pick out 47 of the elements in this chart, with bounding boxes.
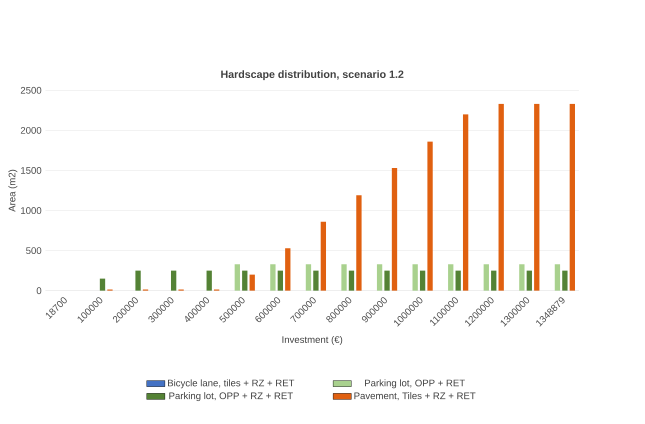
bar: [570, 104, 575, 291]
bar: [534, 104, 540, 291]
bar: [427, 142, 433, 291]
legend-label: Bicycle lane, tiles + RZ + RET: [168, 379, 294, 388]
bar: [135, 270, 141, 291]
bar: [206, 270, 212, 291]
bar: [456, 270, 461, 291]
bar: [376, 264, 382, 291]
bar: [491, 270, 496, 291]
bar: [498, 104, 504, 291]
chart-title: Hardscape distribution, scenario 1.2: [221, 70, 404, 80]
y-tick-label: 2000: [20, 127, 42, 134]
bar: [278, 270, 283, 291]
bar: [170, 270, 176, 291]
legend-label: Parking lot, OPP + RZ + RET: [169, 392, 293, 402]
bar: [313, 270, 319, 291]
y-tick-label: 500: [26, 247, 42, 254]
bar: [519, 264, 525, 291]
bar: [356, 195, 362, 291]
bar: [234, 264, 240, 291]
bar: [562, 270, 568, 291]
bar: [100, 278, 106, 291]
y-tick-label: 0: [36, 287, 42, 294]
bar: [306, 264, 312, 291]
bar: [242, 270, 248, 291]
legend-label: Parking lot, OPP + RET: [365, 379, 465, 388]
y-tick-label: 1000: [21, 207, 42, 214]
bar: [341, 264, 347, 291]
bar: [420, 270, 426, 291]
bar: [392, 168, 398, 291]
bar: [412, 264, 418, 291]
bar: [526, 270, 532, 291]
bar: [462, 114, 468, 291]
legend-label: Pavement, Tiles + RZ + RET: [354, 392, 476, 400]
x-axis-title: Investment (€): [282, 336, 342, 345]
y-axis-title: Area (m2): [8, 170, 18, 212]
bar: [285, 248, 290, 291]
y-tick-label: 2500: [20, 86, 42, 94]
bar: [270, 264, 276, 291]
bar: [250, 274, 255, 291]
bar: [484, 264, 489, 291]
bar: [348, 270, 354, 291]
bar: [554, 264, 560, 291]
bar: [384, 270, 390, 291]
bar: [320, 222, 326, 291]
y-tick-label: 1500: [21, 167, 42, 174]
bar: [448, 264, 454, 291]
